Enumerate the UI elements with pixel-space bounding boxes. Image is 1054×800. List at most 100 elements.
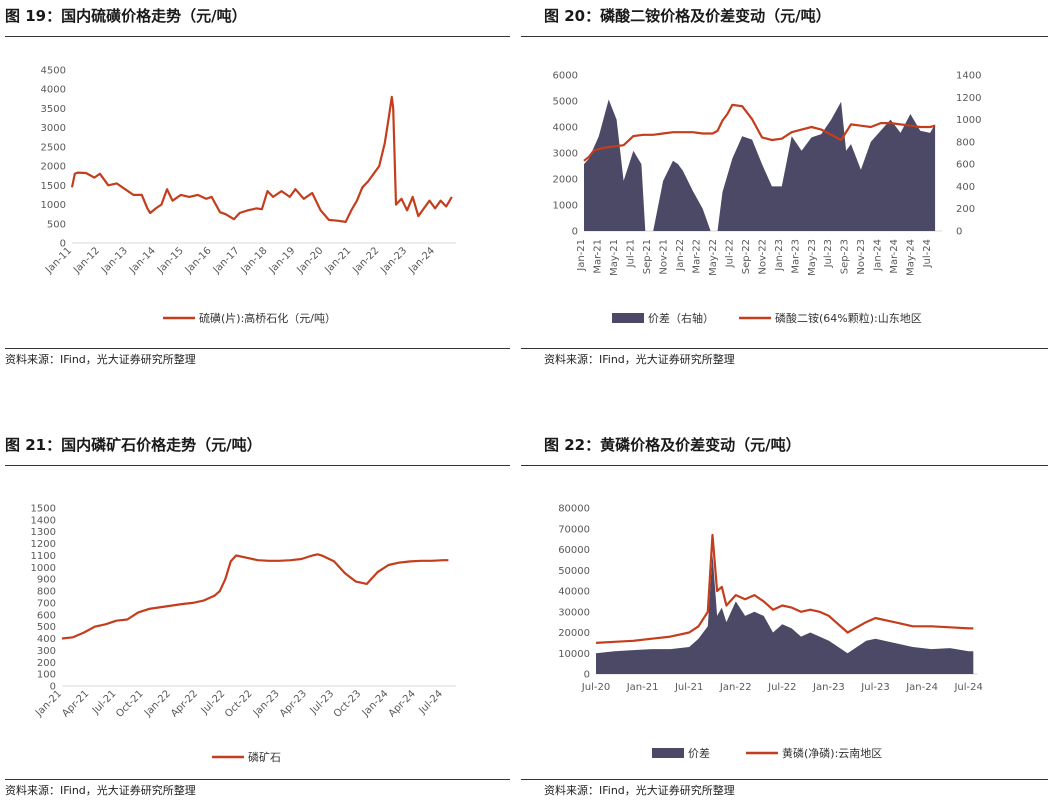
x-tick-label-2: Oct-21 [114,688,146,720]
y-tick-label-3: 70000 [558,524,590,535]
source-rule-20 [521,348,1048,349]
y-tick-label-1: 2000 [553,175,578,186]
y-tick-label-1: 6000 [553,71,578,82]
y-tick-label-2: 0 [50,682,56,693]
y-tick-label-2: 900 [37,575,56,586]
y-tick-label-2: 500 [37,622,56,633]
x-tick-label-1: Jul-24 [922,239,933,268]
x-tick-label-3: Jul-20 [581,682,610,693]
x-tick-label-1: Jan-23 [774,239,785,272]
x-tick-label-0: Jan-22 [350,245,381,276]
x-tick-label-3: Jul-21 [674,682,703,693]
x-tick-label-2: Jul-24 [416,688,445,717]
legend-label-2-0: 磷矿石 [248,751,281,764]
x-tick-label-1: Nov-22 [757,239,768,275]
panel-title-21: 图 21：国内磷矿石价格走势（元/吨） [5,436,262,454]
x-tick-label-1: Nov-23 [856,239,867,275]
y-tick-label-0: 4000 [41,85,66,96]
series-area-3-0 [596,553,974,674]
y-tick-label-0: 1000 [41,200,66,211]
y-tick-label-1: 3000 [553,149,578,160]
y2-tick-label-1: 400 [956,182,975,193]
legend-label-1-0: 价差（右轴） [648,311,714,325]
y-tick-label-2: 1200 [31,539,56,550]
x-tick-label-2: Apr-21 [60,688,91,719]
x-tick-label-0: Jan-24 [406,245,437,276]
y-tick-label-3: 50000 [558,566,590,577]
legend-label-3-1: 黄磷(净磷):云南地区 [782,746,882,760]
x-tick-label-0: Jan-16 [183,245,214,276]
x-tick-label-1: Jul-21 [625,239,636,268]
y-tick-label-0: 3000 [41,123,66,134]
source-rule-19 [5,348,510,349]
x-tick-label-1: May-21 [609,239,620,276]
x-tick-label-2: Jan-23 [251,688,282,719]
x-tick-label-1: Mar-23 [790,239,801,274]
x-tick-label-2: Jan-24 [360,688,391,719]
series-line-2-0 [61,553,449,640]
x-tick-label-1: May-23 [807,239,818,276]
x-tick-label-2: Apr-23 [278,688,309,719]
y2-tick-label-1: 1200 [956,93,981,104]
x-tick-label-0: Jan-18 [239,245,270,276]
x-tick-label-3: Jul-22 [767,682,796,693]
x-tick-label-2: Apr-24 [387,688,418,719]
y-tick-label-2: 1500 [31,504,56,515]
y-tick-label-2: 300 [37,646,56,657]
x-tick-label-1: Sep-21 [642,239,653,274]
legend-label-0-0: 硫磺(片):高桥石化（元/吨） [199,311,336,325]
y-tick-label-3: 30000 [558,607,590,618]
y2-tick-label-1: 800 [956,137,975,148]
x-tick-label-0: Jan-21 [322,245,353,276]
y-tick-label-1: 5000 [553,97,578,108]
y-tick-label-2: 200 [37,658,56,669]
source-rule-21 [5,779,510,780]
y-tick-label-3: 60000 [558,545,590,556]
x-tick-label-1: Nov-21 [658,239,669,275]
x-tick-label-1: Sep-22 [741,239,752,274]
y-tick-label-2: 800 [37,587,56,598]
y-tick-label-0: 0 [60,239,66,250]
y-tick-label-2: 1100 [31,551,56,562]
source-note-22: 资料来源：IFind，光大证券研究所整理 [544,784,735,797]
y-tick-label-2: 1000 [31,563,56,574]
x-tick-label-1: Mar-24 [889,239,900,274]
y-tick-label-0: 3500 [41,104,66,115]
x-tick-label-3: Jul-23 [860,682,889,693]
x-tick-label-0: Jan-14 [127,245,158,276]
y2-tick-label-1: 600 [956,160,975,171]
y2-tick-label-1: 0 [956,227,962,238]
source-note-20: 资料来源：IFind，光大证券研究所整理 [544,353,735,366]
y-tick-label-3: 20000 [558,628,590,639]
x-tick-label-0: Jan-17 [211,245,242,276]
x-tick-label-1: Mar-21 [592,239,603,274]
legend-swatch-3-0 [652,748,684,758]
source-note-21: 资料来源：IFind，光大证券研究所整理 [5,784,196,797]
x-tick-label-3: Jan-24 [905,682,938,693]
x-tick-label-3: Jan-21 [626,682,659,693]
x-tick-label-0: Jan-23 [378,245,409,276]
y-tick-label-0: 1500 [41,181,66,192]
y-tick-label-3: 80000 [558,504,590,515]
x-tick-label-0: Jan-19 [267,245,298,276]
x-tick-label-0: Jan-13 [99,245,130,276]
x-tick-label-2: Apr-22 [169,688,200,719]
series-line-0-0 [70,95,453,223]
y-tick-label-0: 2500 [41,142,66,153]
series-line-3-1 [595,533,974,644]
y-tick-label-1: 0 [572,227,578,238]
y2-tick-label-1: 1000 [956,115,981,126]
x-tick-label-1: Sep-23 [840,239,851,274]
title-rule-20 [521,36,1048,37]
x-tick-label-1: Jul-22 [724,239,735,268]
y-tick-label-2: 1400 [31,515,56,526]
x-tick-label-1: May-24 [906,239,917,276]
y-tick-label-2: 700 [37,598,56,609]
y-tick-label-3: 10000 [558,649,590,660]
x-tick-label-0: Jan-15 [155,245,186,276]
panel-title-20: 图 20：磷酸二铵价格及价差变动（元/吨） [544,7,831,25]
x-tick-label-0: Jan-12 [71,245,102,276]
y2-tick-label-1: 1400 [956,71,981,82]
y-tick-label-1: 4000 [553,123,578,134]
